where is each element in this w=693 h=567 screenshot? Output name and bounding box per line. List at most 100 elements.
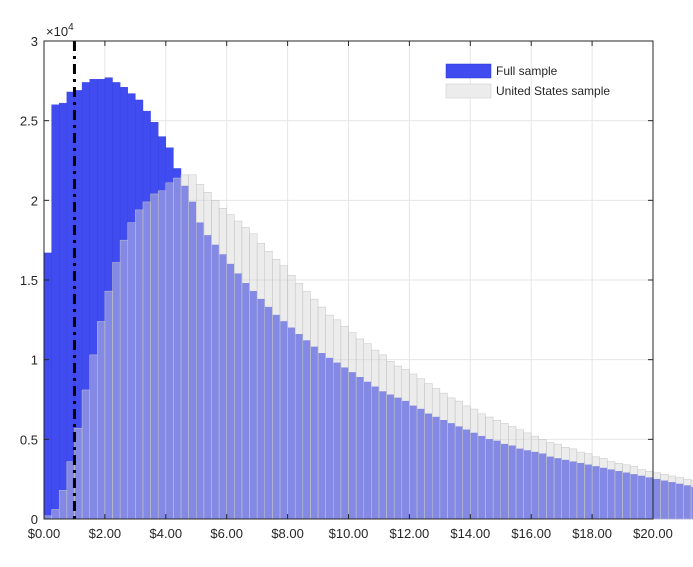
y-exponent-power: 4 [68, 22, 74, 33]
bar-us-sample [272, 259, 281, 520]
x-tick-label: $4.00 [150, 526, 183, 541]
legend-swatch-us-sample [445, 83, 492, 99]
bar-us-sample [127, 222, 136, 520]
bar-us-sample [576, 451, 585, 520]
y-tick-label: 0.5 [20, 432, 38, 447]
bar-us-sample [523, 432, 532, 520]
bar-us-sample [386, 361, 395, 520]
y-tick-label: 0 [31, 512, 38, 527]
legend-label-us-sample: United States sample [496, 84, 610, 98]
bar-us-sample [439, 392, 448, 520]
bar-us-sample [355, 338, 364, 520]
bar-us-sample [401, 368, 410, 520]
axes: $0.00 $2.00 $4.00 $6.00 $8.00 $10.00 $12.00 $14… [20, 34, 673, 541]
bar-full-sample [59, 102, 68, 520]
bar-us-sample [279, 265, 288, 520]
bar-us-sample [294, 282, 304, 520]
legend-label-full-sample: Full sample [496, 64, 558, 78]
bar-us-sample [447, 397, 456, 520]
y-tick-label: 3 [31, 34, 38, 49]
bar-us-sample [409, 373, 418, 520]
x-tick-label: $6.00 [210, 526, 243, 541]
bar-us-sample [485, 416, 494, 520]
bar-us-sample [226, 214, 235, 520]
bar-us-sample [462, 405, 471, 520]
bar-us-sample [546, 442, 555, 520]
y-exponent-label: ×104 [46, 22, 74, 39]
bar-us-sample [492, 419, 502, 520]
bar-us-sample [317, 306, 326, 520]
bar-us-sample [287, 274, 296, 520]
bar-us-sample [81, 389, 90, 520]
bar-us-sample [675, 477, 684, 520]
y-tick-label: 1 [31, 353, 38, 368]
bar-us-sample [629, 466, 639, 520]
bar-us-sample [58, 490, 68, 520]
bar-us-sample [515, 429, 524, 520]
bar-us-sample [165, 182, 174, 520]
bar-us-sample [157, 190, 167, 520]
bar-us-sample [660, 474, 669, 520]
bar-us-sample [211, 200, 220, 520]
bar-full-sample [43, 252, 52, 520]
bar-us-sample [591, 456, 600, 520]
bar-us-sample [371, 349, 380, 520]
bar-us-sample [310, 298, 319, 520]
bar-us-sample [188, 174, 197, 520]
bar-us-sample [553, 443, 562, 520]
bar-us-sample [234, 220, 243, 520]
x-tick-label: $2.00 [89, 526, 122, 541]
x-tick-label: $10.00 [329, 526, 369, 541]
bar-us-sample [584, 453, 593, 520]
bar-us-sample [424, 383, 433, 520]
bar-us-sample [302, 290, 311, 520]
bar-us-sample [454, 400, 463, 520]
bar-us-sample [530, 435, 540, 520]
bar-us-sample [203, 192, 212, 520]
x-tick-label: $0.00 [28, 526, 61, 541]
bar-us-sample [363, 343, 372, 520]
bar-us-sample [569, 448, 578, 520]
bar-us-sample [690, 480, 693, 520]
bar-us-sample [607, 461, 616, 520]
x-tick-label: $14.00 [450, 526, 490, 541]
bar-us-sample [241, 227, 250, 520]
bar-us-sample [218, 208, 227, 520]
y-tick-label: 2.5 [20, 114, 38, 129]
x-tick-label: $20.00 [633, 526, 673, 541]
bar-us-sample [683, 478, 692, 520]
bar-us-sample [104, 290, 113, 520]
bar-us-sample [561, 447, 570, 520]
x-tick-label: $8.00 [271, 526, 304, 541]
bar-us-sample [431, 388, 441, 520]
full-sample-bars [43, 77, 693, 520]
bar-us-sample [500, 423, 509, 520]
bar-us-sample [470, 408, 479, 520]
legend: Full sample United States sample [445, 63, 610, 99]
bar-us-sample [150, 193, 159, 520]
bar-us-sample [51, 509, 60, 520]
bar-us-sample [508, 426, 517, 520]
bar-us-sample [667, 475, 677, 520]
bar-us-sample [180, 174, 189, 520]
bar-us-sample [378, 354, 387, 520]
bar-us-sample [325, 314, 334, 520]
bar-us-sample [97, 321, 106, 520]
bar-us-sample [264, 251, 273, 520]
x-tick-label: $18.00 [572, 526, 612, 541]
bar-full-sample [51, 104, 60, 520]
bar-us-sample [614, 462, 623, 520]
bar-us-sample [645, 470, 654, 520]
bar-us-sample [142, 201, 151, 520]
x-tick-label: $12.00 [390, 526, 430, 541]
bar-us-sample [477, 413, 486, 520]
bar-us-sample [256, 243, 266, 520]
bar-us-sample [538, 439, 547, 520]
bar-us-sample [416, 378, 425, 520]
bar-us-sample [135, 209, 144, 520]
bar-us-sample [622, 464, 631, 520]
legend-swatch-full-sample [445, 63, 492, 79]
bar-us-sample [637, 469, 646, 520]
bar-us-sample [652, 472, 661, 520]
